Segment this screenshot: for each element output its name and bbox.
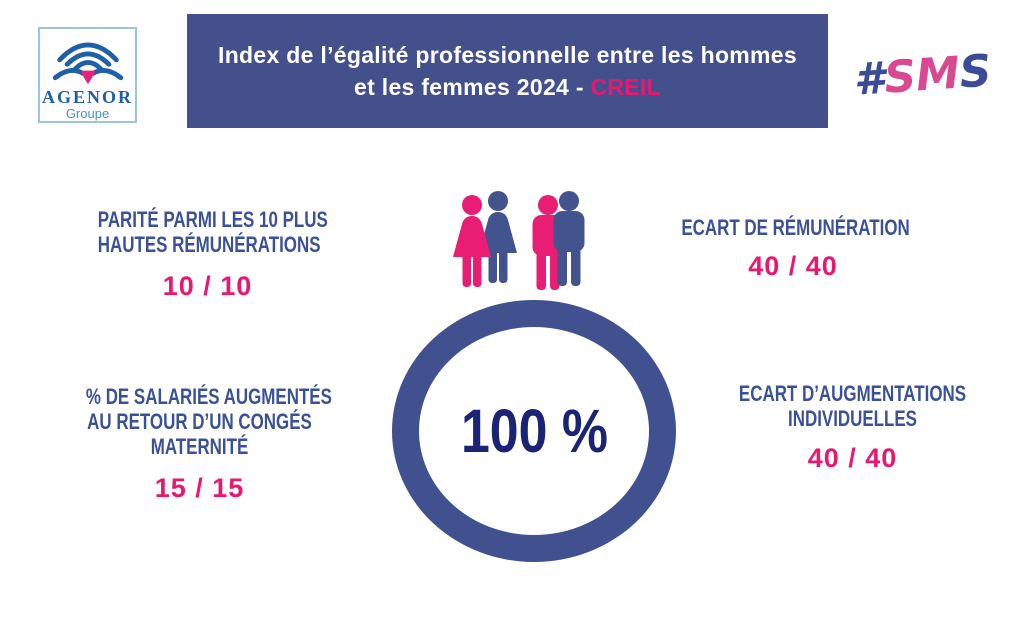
stat-title: % DE SALARIÉS AUGMENTÉS AU RETOUR D’UN C… xyxy=(85,384,332,460)
man-blue-figure xyxy=(553,191,585,286)
stat-value: 40 / 40 xyxy=(807,443,898,474)
hashtag-char-s2: S xyxy=(957,45,994,99)
score-value: 100 % xyxy=(460,396,608,465)
stat-value: 10 / 10 xyxy=(162,271,253,302)
stat-ecart-remuneration: ECART DE RÉMUNÉRATION 40 / 40 xyxy=(648,215,938,282)
stat-title-line: MATERNITÉ xyxy=(150,434,249,460)
stat-parite-hautes-remunerations: PARITÉ PARMI LES 10 PLUS HAUTES RÉMUNÉRA… xyxy=(65,207,350,302)
stat-title-line: AU RETOUR D’UN CONGÉS xyxy=(87,409,312,435)
score-ring: 100 % xyxy=(392,300,676,562)
stat-ecart-augmentations: ECART D’AUGMENTATIONS INDIVIDUELLES 40 /… xyxy=(705,381,1000,474)
stat-title-line: % DE SALARIÉS AUGMENTÉS xyxy=(85,384,332,409)
hashtag-char-m: M xyxy=(914,47,962,102)
stat-title-line: HAUTES RÉMUNÉRATIONS xyxy=(97,232,321,258)
stat-title: ECART D’AUGMENTATIONS INDIVIDUELLES xyxy=(739,381,966,431)
stat-conges-maternite: % DE SALARIÉS AUGMENTÉS AU RETOUR D’UN C… xyxy=(52,384,347,504)
stat-value: 15 / 15 xyxy=(154,473,245,504)
hashtag-sms: #SMS xyxy=(852,41,997,121)
men-women-couples-icon xyxy=(453,191,585,290)
title-banner: Index de l’égalité professionnelle entre… xyxy=(187,14,828,128)
hashtag-char-s1: S xyxy=(882,50,918,104)
stat-title-line: PARITÉ PARMI LES 10 PLUS xyxy=(97,207,328,232)
agenor-logo: AGENOR Groupe xyxy=(38,27,137,123)
woman-pink-figure xyxy=(453,195,491,287)
stat-title: PARITÉ PARMI LES 10 PLUS HAUTES RÉMUNÉRA… xyxy=(97,207,328,258)
banner-city-highlight: CREIL xyxy=(590,73,661,100)
logo-wordmark: AGENOR xyxy=(41,86,133,107)
banner-title-line1: Index de l’égalité professionnelle entre… xyxy=(218,41,797,68)
banner-title-line2-prefix: et les femmes 2024 - xyxy=(354,73,591,100)
logo-subtitle: Groupe xyxy=(65,105,110,121)
stat-value: 40 / 40 xyxy=(748,251,838,282)
hashtag-char-hash: # xyxy=(852,52,887,106)
stat-title-line: ECART D’AUGMENTATIONS xyxy=(738,381,967,406)
agenor-fan-arcs-icon xyxy=(52,42,123,84)
banner-title-line2: et les femmes 2024 - CREIL xyxy=(354,73,661,100)
stat-title-line: INDIVIDUELLES xyxy=(788,406,917,432)
stat-title-line: ECART DE RÉMUNÉRATION xyxy=(681,215,910,240)
stat-title: ECART DE RÉMUNÉRATION xyxy=(681,215,910,240)
